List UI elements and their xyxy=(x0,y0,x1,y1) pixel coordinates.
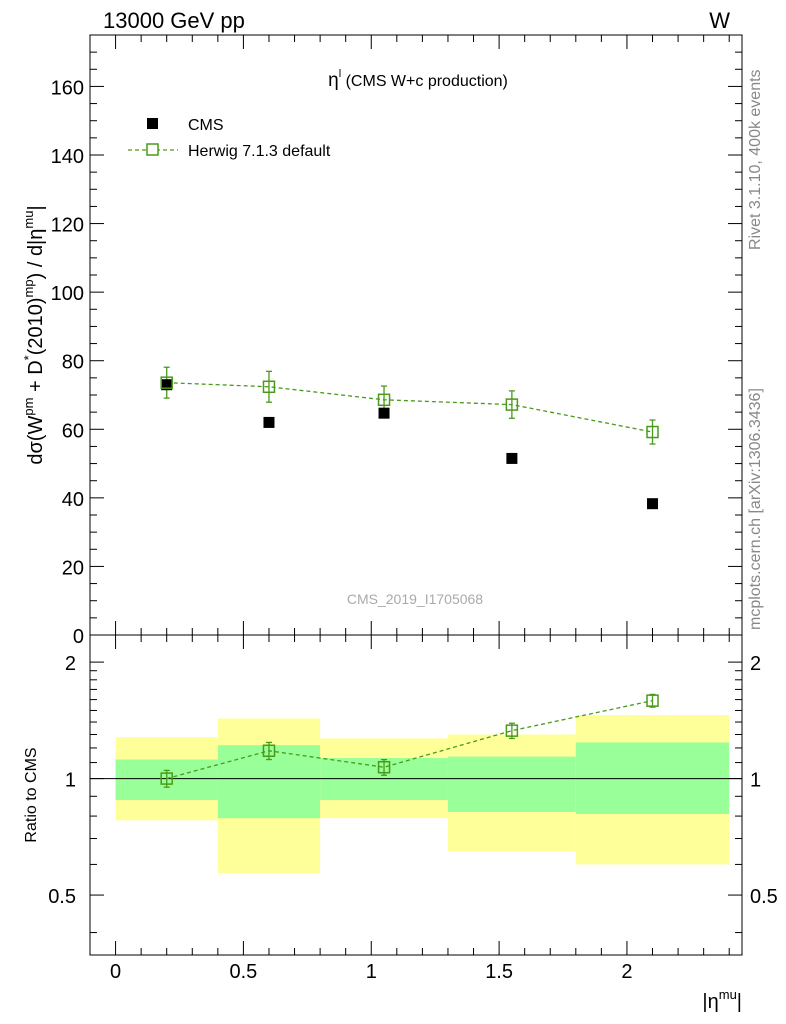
ratio-ytick-label: 2 xyxy=(65,653,76,675)
herwig-line xyxy=(166,382,653,433)
main-panel: 0 20 40 60 80 100 120 140 160 ηl (CMS W+c produc… xyxy=(21,34,743,648)
ratio-y-axis-label: Ratio to CMS xyxy=(23,747,40,842)
herwig-point xyxy=(505,398,519,411)
ratio-herwig-point xyxy=(646,694,659,707)
herwig-point xyxy=(377,393,391,407)
legend: CMS Herwig 7.1.3 default xyxy=(128,117,331,160)
ratio-ytick-label-right: 2 xyxy=(750,653,761,675)
ratio-herwig-point xyxy=(377,760,391,774)
legend-herwig-label: Herwig 7.1.3 default xyxy=(188,143,331,160)
herwig-point xyxy=(646,425,659,439)
main-ytick-label: 120 xyxy=(51,215,84,237)
x-axis-label: |ηmu| xyxy=(702,987,742,1013)
ratio-ytick-label-right: 1 xyxy=(750,770,761,792)
analysis-watermark: CMS_2019_I1705068 xyxy=(347,591,483,607)
ratio-frame xyxy=(89,634,743,956)
xtick-label: 2 xyxy=(621,961,632,983)
ratio-ytick-label: 1 xyxy=(65,770,76,792)
header-left-label: 13000 GeV pp xyxy=(103,8,245,33)
xtick-label: 1 xyxy=(366,961,377,983)
ratio-herwig-line xyxy=(166,700,653,780)
main-ytick-label: 0 xyxy=(73,626,84,648)
main-axis-ticks: 0 20 40 60 80 100 120 140 160 xyxy=(51,34,742,648)
main-title-sup: l xyxy=(339,68,341,80)
legend-cms-label: CMS xyxy=(188,117,224,134)
cms-point xyxy=(506,452,518,464)
ratio-axis-ticks: 0.5 0.5 1 1 2 2 0 0.5 1 1.5 2 xyxy=(48,635,778,983)
rivet-version-label: Rivet 3.1.10, 400k events xyxy=(747,69,764,250)
main-title-eta: η xyxy=(328,70,339,91)
xtick-label: 1.5 xyxy=(485,961,513,983)
ratio-herwig-point xyxy=(505,724,519,737)
main-ytick-label: 100 xyxy=(51,283,84,305)
cms-point xyxy=(263,416,275,428)
cms-point xyxy=(378,407,390,419)
main-ytick-label: 60 xyxy=(62,420,84,442)
header-right-label: W xyxy=(709,8,730,33)
herwig-point xyxy=(262,380,276,394)
legend-cms-marker xyxy=(147,118,158,129)
xtick-label: 0 xyxy=(110,961,121,983)
ratio-herwig-point xyxy=(160,772,173,785)
legend-herwig-marker xyxy=(146,143,159,156)
cms-point xyxy=(161,379,173,391)
herwig-point xyxy=(160,376,173,389)
ratio-band-inner xyxy=(447,756,576,812)
ratio-data-layer xyxy=(160,693,659,788)
ratio-panel: 0.5 0.5 1 1 2 2 0 0.5 1 1.5 2 Ratio to CMS |ηmu| xyxy=(23,634,778,1013)
main-ytick-label: 20 xyxy=(62,557,84,579)
mcplots-label: mcplots.cern.ch [arXiv:1306.3436] xyxy=(747,388,764,630)
main-ytick-label: 160 xyxy=(51,77,84,99)
main-y-axis-label: dσ(Wpm + D*(2010)mp) / d|ηmu| xyxy=(21,205,47,464)
main-ytick-label: 80 xyxy=(62,352,84,374)
main-data-layer xyxy=(160,366,659,510)
xtick-label: 0.5 xyxy=(230,961,258,983)
main-title-rest: (CMS W+c production) xyxy=(341,73,508,90)
main-ytick-label: 140 xyxy=(51,146,84,168)
cms-point xyxy=(647,498,659,510)
ratio-ytick-label-right: 0.5 xyxy=(750,886,778,908)
main-ytick-label: 40 xyxy=(62,489,84,511)
ratio-band-layer xyxy=(90,714,742,874)
ratio-ytick-label: 0.5 xyxy=(48,886,76,908)
ratio-herwig-point xyxy=(262,744,276,758)
main-title: ηl (CMS W+c production) xyxy=(328,68,508,91)
